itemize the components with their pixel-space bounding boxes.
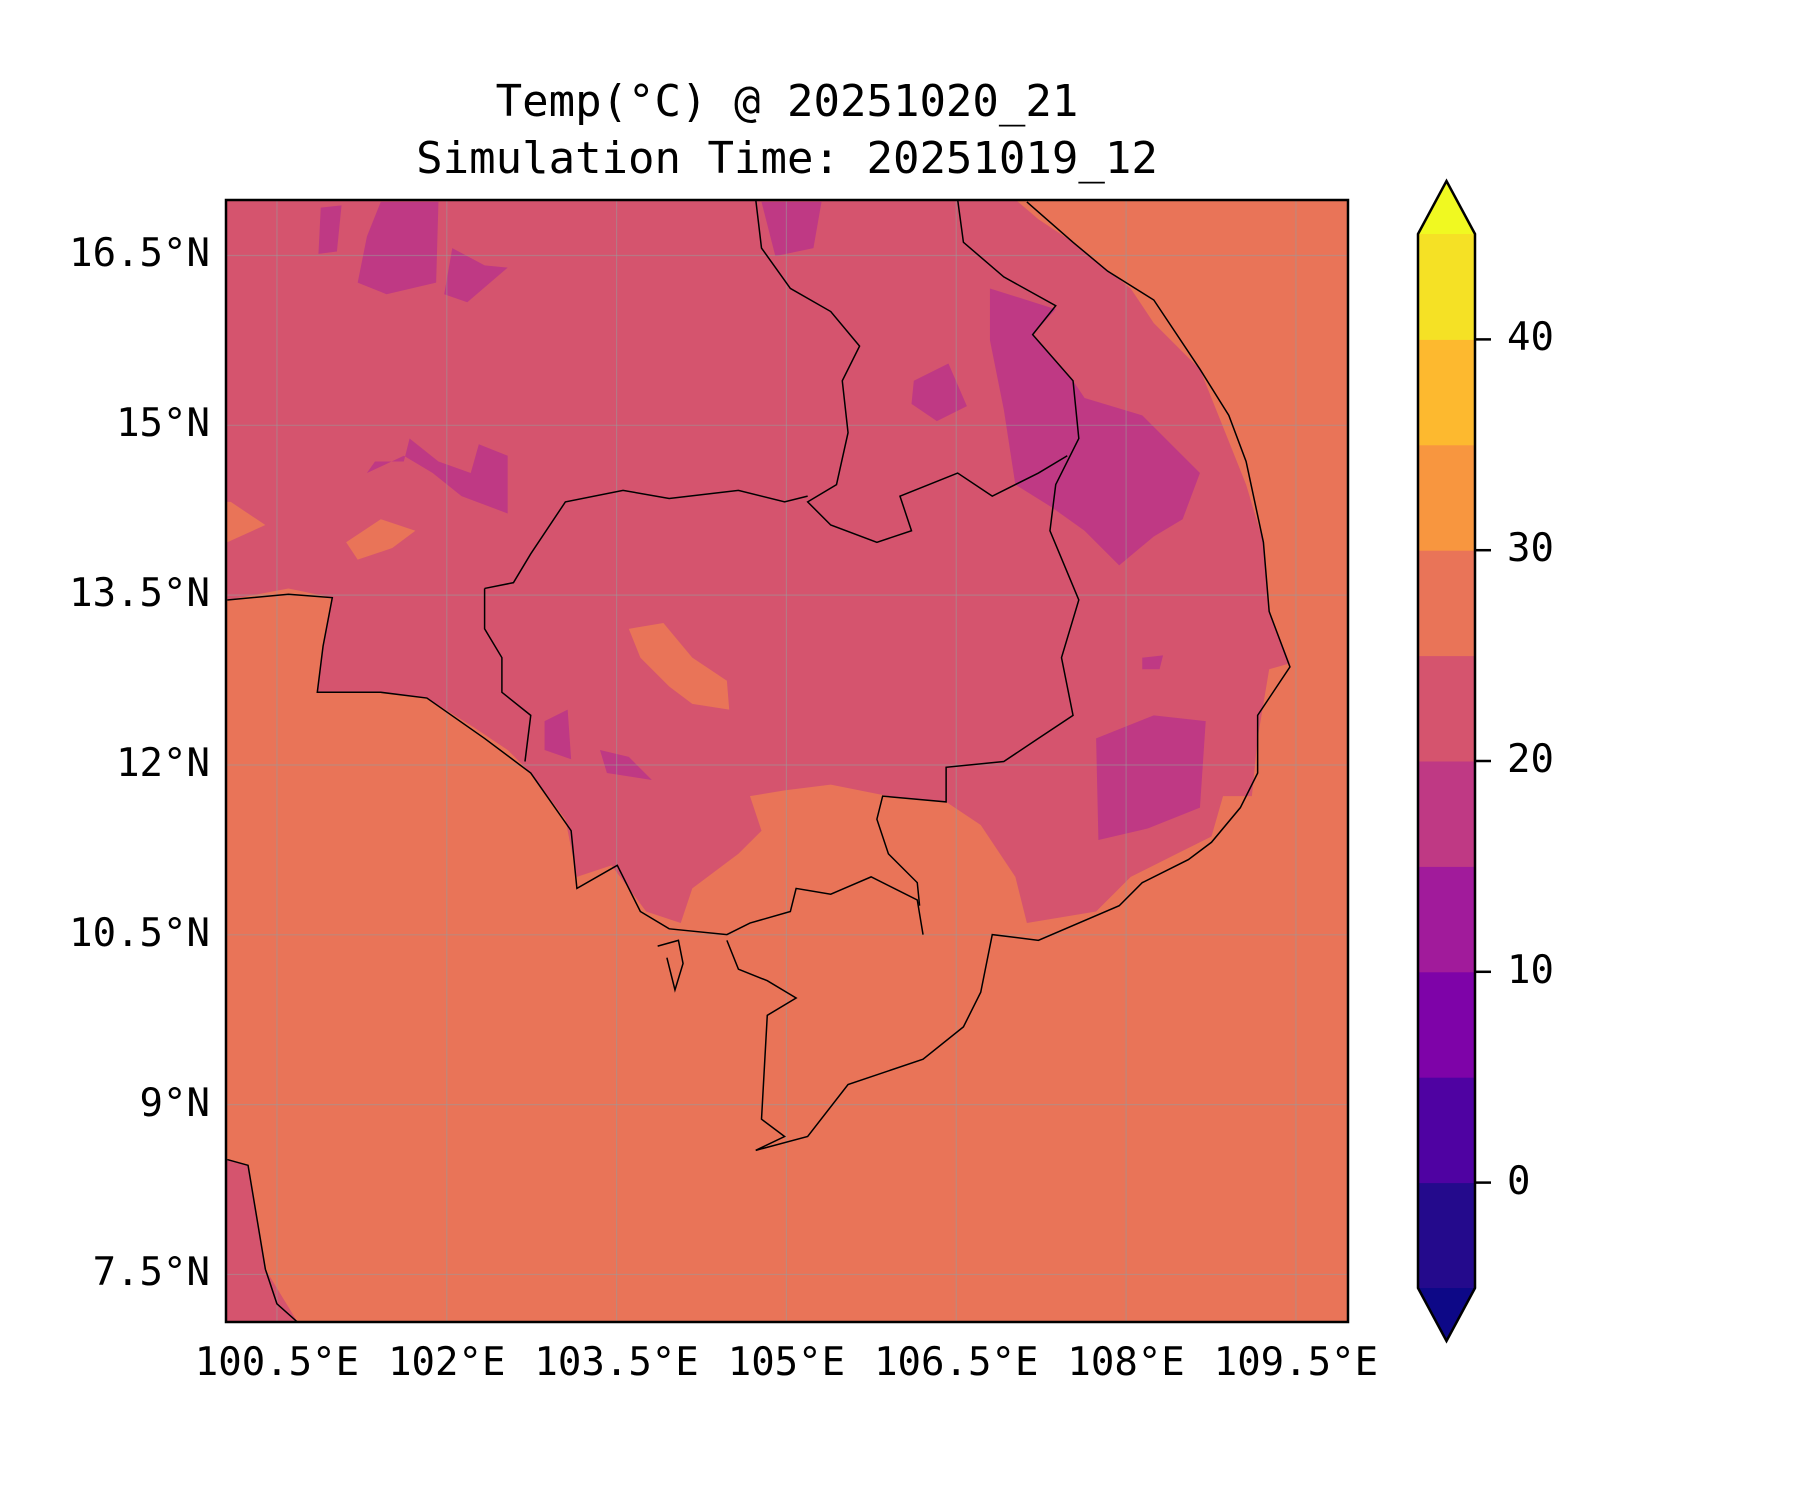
coastline: [726, 201, 1291, 1152]
chart-subtitle: Simulation Time: 20251019_12: [416, 133, 1158, 184]
y-tick-label: 13.5°N: [69, 571, 210, 617]
x-tick-label: 100.5°E: [194, 1340, 360, 1385]
chart-title: Temp(°C) @ 20251020_21: [495, 76, 1079, 127]
contour-15-20: [444, 248, 508, 303]
coastline: [227, 593, 924, 936]
colorbar-bin: [1418, 761, 1475, 867]
colorbar: [1416, 178, 1491, 1344]
coastline: [227, 1158, 299, 1322]
contour-15-20: [1096, 715, 1206, 840]
colorbar-bin: [1418, 234, 1475, 340]
colorbar-extend-over: [1418, 181, 1475, 234]
border: [483, 588, 532, 762]
contour-15-20: [911, 363, 967, 422]
contour-15-20: [544, 709, 572, 760]
y-tick-label: 9°N: [139, 1080, 210, 1126]
colorbar-bin: [1418, 339, 1475, 446]
border: [484, 489, 808, 590]
colorbar-tick-label: 40: [1507, 315, 1554, 361]
colorbar-tick-label: 20: [1507, 737, 1554, 782]
contour-15-20: [318, 205, 342, 254]
contour-25-30-patch: [628, 623, 730, 710]
border: [876, 200, 1080, 906]
x-tick-label: 108°E: [1067, 1340, 1185, 1385]
colorbar-tick-label: 10: [1507, 947, 1554, 993]
y-tick-label: 10.5°N: [69, 910, 210, 956]
y-tick-label: 12°N: [116, 740, 210, 786]
colorbar-bin: [1418, 444, 1475, 551]
colorbar-bin: [1418, 866, 1475, 973]
colorbar-bin: [1418, 550, 1475, 657]
coastlines-borders: [227, 200, 1291, 1322]
x-tick-label: 105°E: [727, 1340, 846, 1385]
y-tick-label: 7.5°N: [92, 1250, 210, 1296]
border: [755, 200, 1068, 544]
colorbar-outline: [1416, 178, 1477, 1344]
y-tick-label: 16.5°N: [69, 231, 210, 277]
contour-15-20: [357, 201, 439, 295]
contour-25-30-patch: [346, 519, 416, 560]
y-tick-label: 15°N: [116, 401, 210, 447]
contour-15-20: [761, 201, 822, 257]
colorbar-bin: [1418, 655, 1475, 762]
colorbar-extend-under: [1418, 1288, 1475, 1341]
colorbar-bin: [1418, 1077, 1475, 1184]
contour-20-25-south: [226, 1159, 298, 1322]
x-tick-label: 106.5°E: [874, 1340, 1039, 1385]
plot-frame: [224, 198, 1350, 1324]
x-tick-label: 102°E: [388, 1340, 506, 1385]
colorbar-tick-label: 0: [1507, 1158, 1531, 1204]
coastline: [657, 939, 684, 993]
contour-15-20: [366, 438, 508, 514]
contour-15-20: [1142, 655, 1164, 670]
colorbar-tick-label: 30: [1507, 526, 1554, 572]
gridlines: [226, 200, 1348, 1322]
contour-15-20: [989, 288, 1200, 566]
colorbar-bin: [1418, 1182, 1475, 1289]
x-tick-label: 109.5°E: [1213, 1340, 1379, 1385]
colorbar-bin: [1418, 971, 1475, 1078]
x-tick-label: 103.5°E: [534, 1340, 699, 1385]
